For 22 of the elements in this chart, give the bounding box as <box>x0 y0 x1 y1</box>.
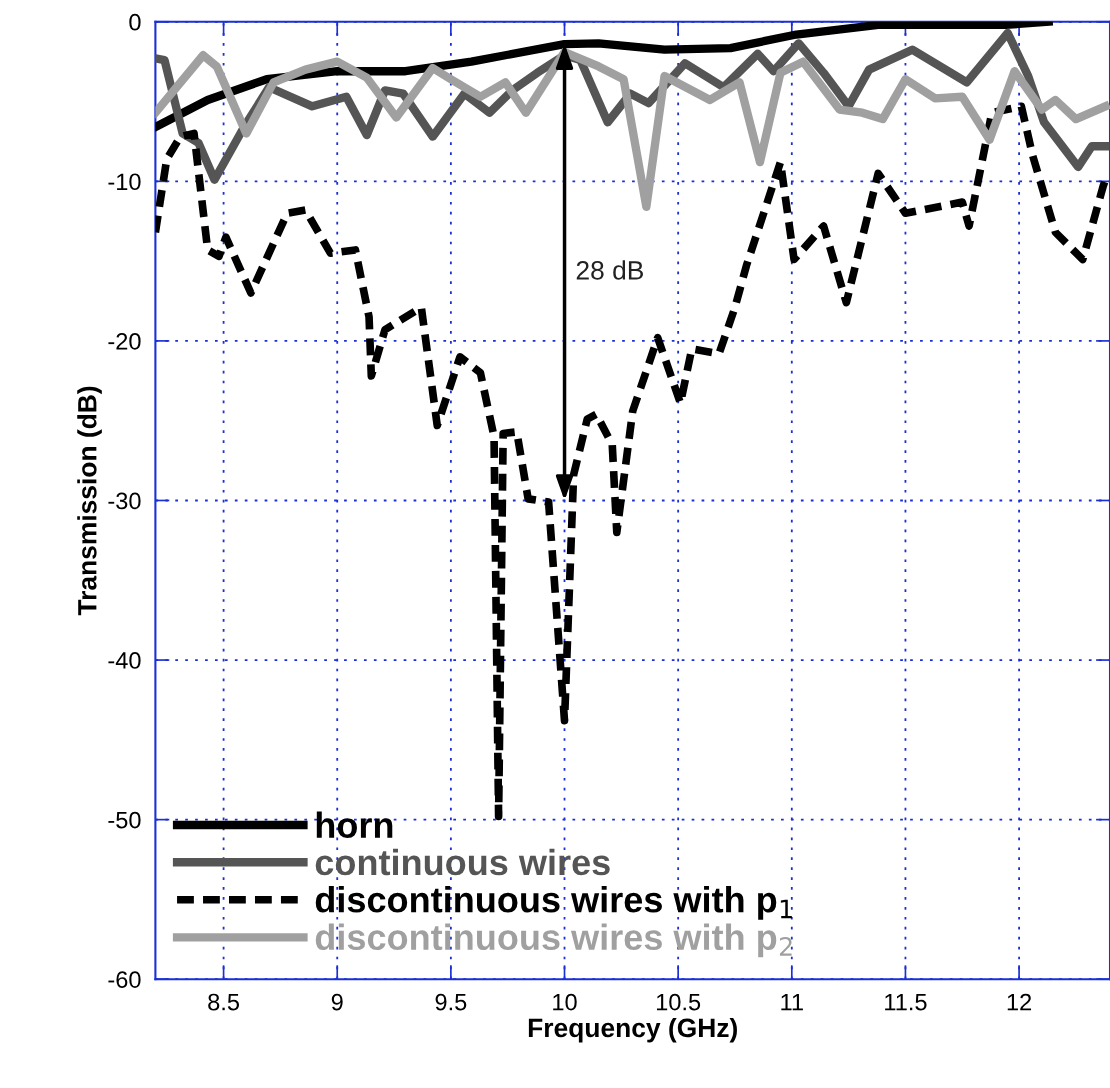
legend-label: continuous wires <box>315 848 610 876</box>
y-tick-label: -20 <box>108 332 141 350</box>
y-tick-label: -50 <box>108 811 141 829</box>
y-tick-label: -60 <box>108 971 141 988</box>
y-tick-label: 0 <box>129 13 141 31</box>
legend-label: horn <box>316 811 393 839</box>
x-tick-label: 9.5 <box>435 993 467 1011</box>
x-tick-label: 10.5 <box>656 993 701 1011</box>
x-tick-label: 12 <box>1007 993 1032 1011</box>
legend-label: discontinuous wires with p$_{2}$ <box>315 923 792 958</box>
y-axis-title: Transmission (dB) <box>77 386 102 616</box>
x-tick-label: 11.5 <box>885 993 927 1011</box>
x-tick-label: 8.5 <box>208 993 240 1011</box>
y-tick-label: -30 <box>108 492 141 510</box>
legend-label: discontinuous wires with p$_{1}$ <box>315 886 792 920</box>
x-tick-label: 10 <box>553 993 577 1011</box>
x-axis-title: Frequency (GHz) <box>528 1017 737 1043</box>
y-tick-label: -10 <box>108 173 141 191</box>
y-tick-label: -40 <box>108 652 141 669</box>
x-tick-label: 9 <box>331 993 343 1011</box>
x-tick-label: 11 <box>781 993 803 1011</box>
annotation: 28 dB <box>576 260 643 280</box>
